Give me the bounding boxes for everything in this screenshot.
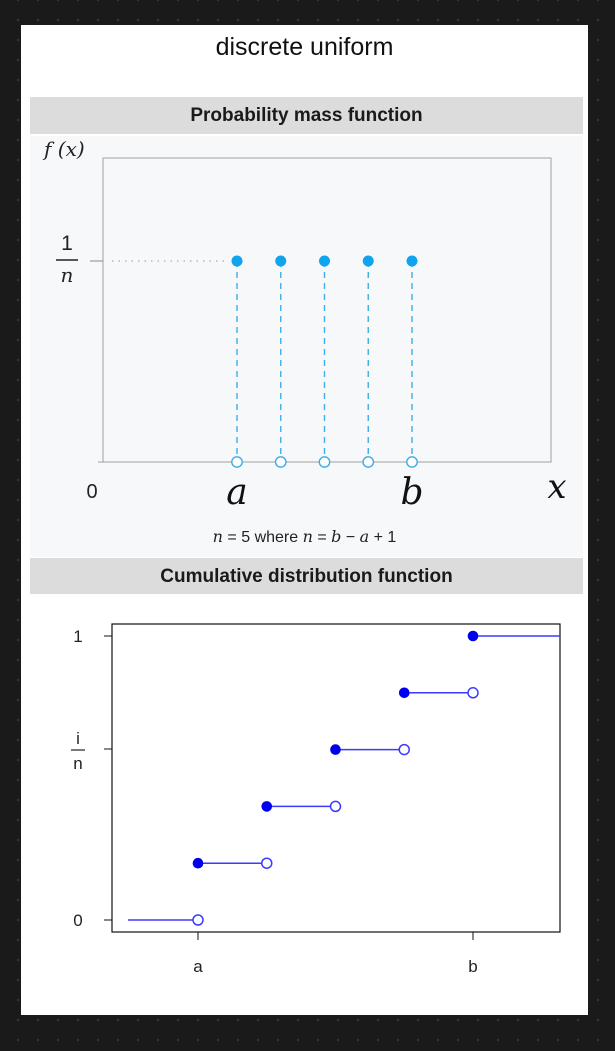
cdf-open-point-3 — [398, 743, 410, 756]
pmf-base-point-5 — [406, 456, 418, 468]
cdf-header: Cumulative distribution function — [30, 558, 583, 595]
cdf-closed-point-3 — [330, 744, 341, 755]
pmf-base-point-2 — [274, 456, 287, 468]
caption-n-2: n — [302, 527, 313, 546]
pmf-chart: f (x) 1 n 0 a b x — [42, 137, 567, 513]
pmf-a-label: a — [226, 472, 247, 513]
caption-plus: + 1 — [369, 529, 397, 546]
pmf-y-tick-numerator: 1 — [61, 232, 73, 255]
cdf-closed-point-1 — [192, 857, 204, 869]
pmf-caption: n = 5 where n = b − a + 1 — [21, 527, 588, 547]
figure-title: discrete uniform — [215, 33, 394, 61]
caption-b: b — [331, 527, 342, 546]
cdf-x-tick-b: b — [468, 957, 477, 976]
pmf-point-3 — [319, 255, 330, 267]
pmf-base-point-3 — [318, 456, 331, 468]
cdf-chart: 1 i n 0 a b — [71, 623, 561, 976]
pmf-base-point-4 — [362, 456, 375, 468]
cdf-closed-point-4 — [398, 687, 410, 699]
cdf-panel: 1 i n 0 a b — [30, 594, 583, 1015]
pmf-b-label: b — [400, 472, 423, 513]
cdf-closed-point-5 — [467, 630, 479, 642]
cdf-y-tick-mid-denominator: n — [73, 754, 82, 773]
pmf-point-2 — [275, 255, 287, 267]
caption-a: a — [359, 527, 370, 546]
pmf-header: Probability mass function — [30, 97, 583, 134]
caption-n: n — [212, 527, 223, 546]
cdf-y-tick-bottom: 0 — [73, 911, 82, 930]
cdf-y-tick-top: 1 — [73, 627, 82, 646]
cdf-open-point-4 — [467, 687, 479, 699]
cdf-x-tick-a: a — [193, 957, 203, 976]
caption-eq: = 5 where — [222, 529, 303, 546]
caption-eq-2: = — [312, 529, 332, 546]
cdf-open-point-2 — [329, 800, 342, 813]
cdf-y-tick-mid-numerator: i — [76, 729, 80, 748]
pmf-origin-label: 0 — [86, 481, 97, 503]
pmf-panel: f (x) 1 n 0 a b x — [30, 136, 583, 557]
cdf-open-point-0 — [192, 914, 204, 926]
cdf-plot-frame — [111, 623, 561, 933]
cdf-open-point-1 — [261, 857, 273, 869]
caption-minus: − — [341, 529, 360, 546]
pmf-point-1 — [231, 255, 243, 267]
pmf-point-5 — [406, 255, 418, 267]
pmf-point-4 — [362, 255, 374, 267]
pmf-y-tick-denominator: n — [61, 263, 74, 287]
pmf-plot-frame — [102, 157, 552, 463]
pmf-base-point-1 — [231, 456, 243, 468]
figure-card: discrete uniform Probability mass functi… — [21, 25, 588, 1015]
pmf-x-axis-label: x — [547, 467, 566, 507]
pmf-y-axis-label: f (x) — [42, 137, 85, 161]
cdf-closed-point-2 — [261, 801, 273, 812]
